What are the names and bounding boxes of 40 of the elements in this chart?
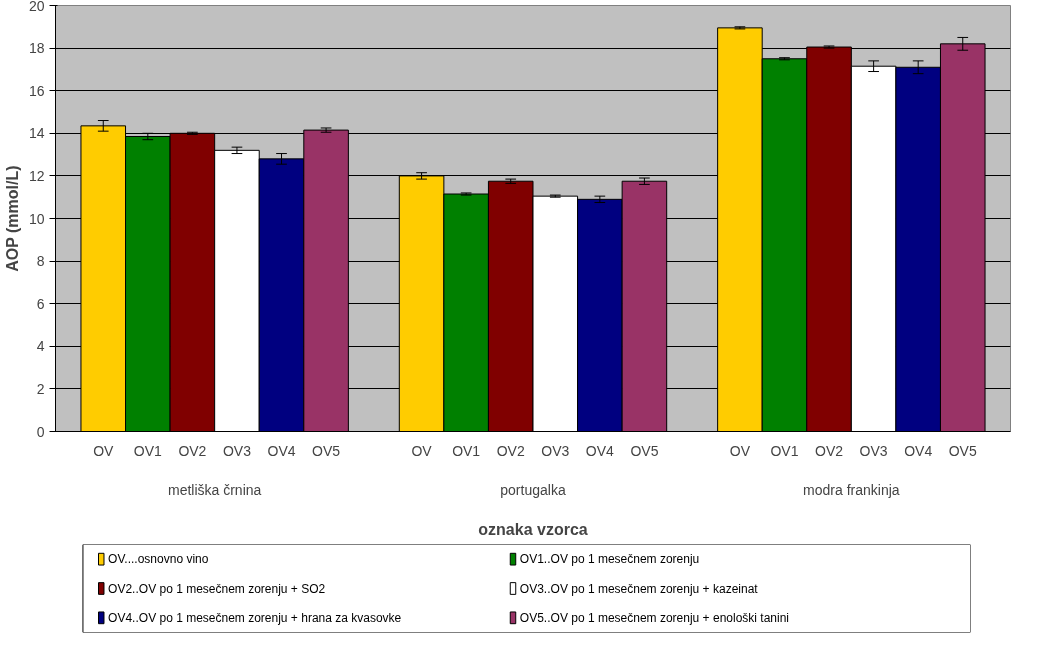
x-axis-title: oznaka vzorca — [478, 520, 588, 538]
text: OV3 — [859, 442, 888, 459]
y-tick-label: 16 — [28, 82, 45, 99]
text: OV — [729, 442, 751, 459]
legend-label: OV4..OV po 1 mesečnem zorenju + hrana za kvasovke — [108, 610, 402, 625]
legend-label: OV....osnovno vino — [108, 552, 209, 567]
x-tick-label: portugalka — [500, 481, 566, 498]
text: OV3 — [222, 442, 252, 459]
y-tick-label: 18 — [28, 40, 45, 57]
text: OV4 — [904, 442, 933, 459]
x-tick-label: modra frankinja — [803, 481, 900, 498]
y-axis-title: AOP (mmol/L) — [3, 165, 21, 272]
legend-label: OV5..OV po 1 mesečnem zorenju + enološki tanini — [519, 610, 790, 625]
legend-label: OV3..OV po 1 mesečnem zorenju + kazeinat — [519, 581, 759, 596]
y-tick-label: 12 — [28, 167, 45, 184]
text: OV — [411, 442, 433, 459]
legend-label: OV2..OV po 1 mesečnem zorenju + SO2 — [108, 581, 326, 596]
y-tick-label: 0 — [36, 423, 45, 440]
text: OV4 — [585, 442, 615, 459]
y-tick-label: 14 — [28, 125, 45, 142]
text: OV1 — [452, 442, 481, 459]
text: OV5 — [948, 442, 977, 459]
y-tick-label: 8 — [36, 253, 45, 270]
text: OV2 — [815, 442, 844, 459]
text: OV — [93, 442, 115, 459]
text: OV1 — [133, 442, 163, 459]
text: OV5 — [312, 442, 341, 459]
y-tick-label: 6 — [36, 295, 45, 312]
text: OV3 — [541, 442, 570, 459]
text: OV5 — [630, 442, 659, 459]
legend-label: OV1..OV po 1 mesečnem zorenju — [519, 552, 700, 567]
text: OV4 — [267, 442, 296, 459]
x-tick-label: metliška črnina — [167, 481, 262, 498]
text: OV1 — [770, 442, 799, 459]
y-tick-label: 2 — [36, 380, 45, 397]
text: OV2 — [178, 442, 207, 459]
y-tick-label: 4 — [36, 338, 45, 355]
y-tick-label: 10 — [28, 210, 45, 227]
y-tick-label: 20 — [28, 0, 45, 14]
text: OV2 — [496, 442, 525, 459]
